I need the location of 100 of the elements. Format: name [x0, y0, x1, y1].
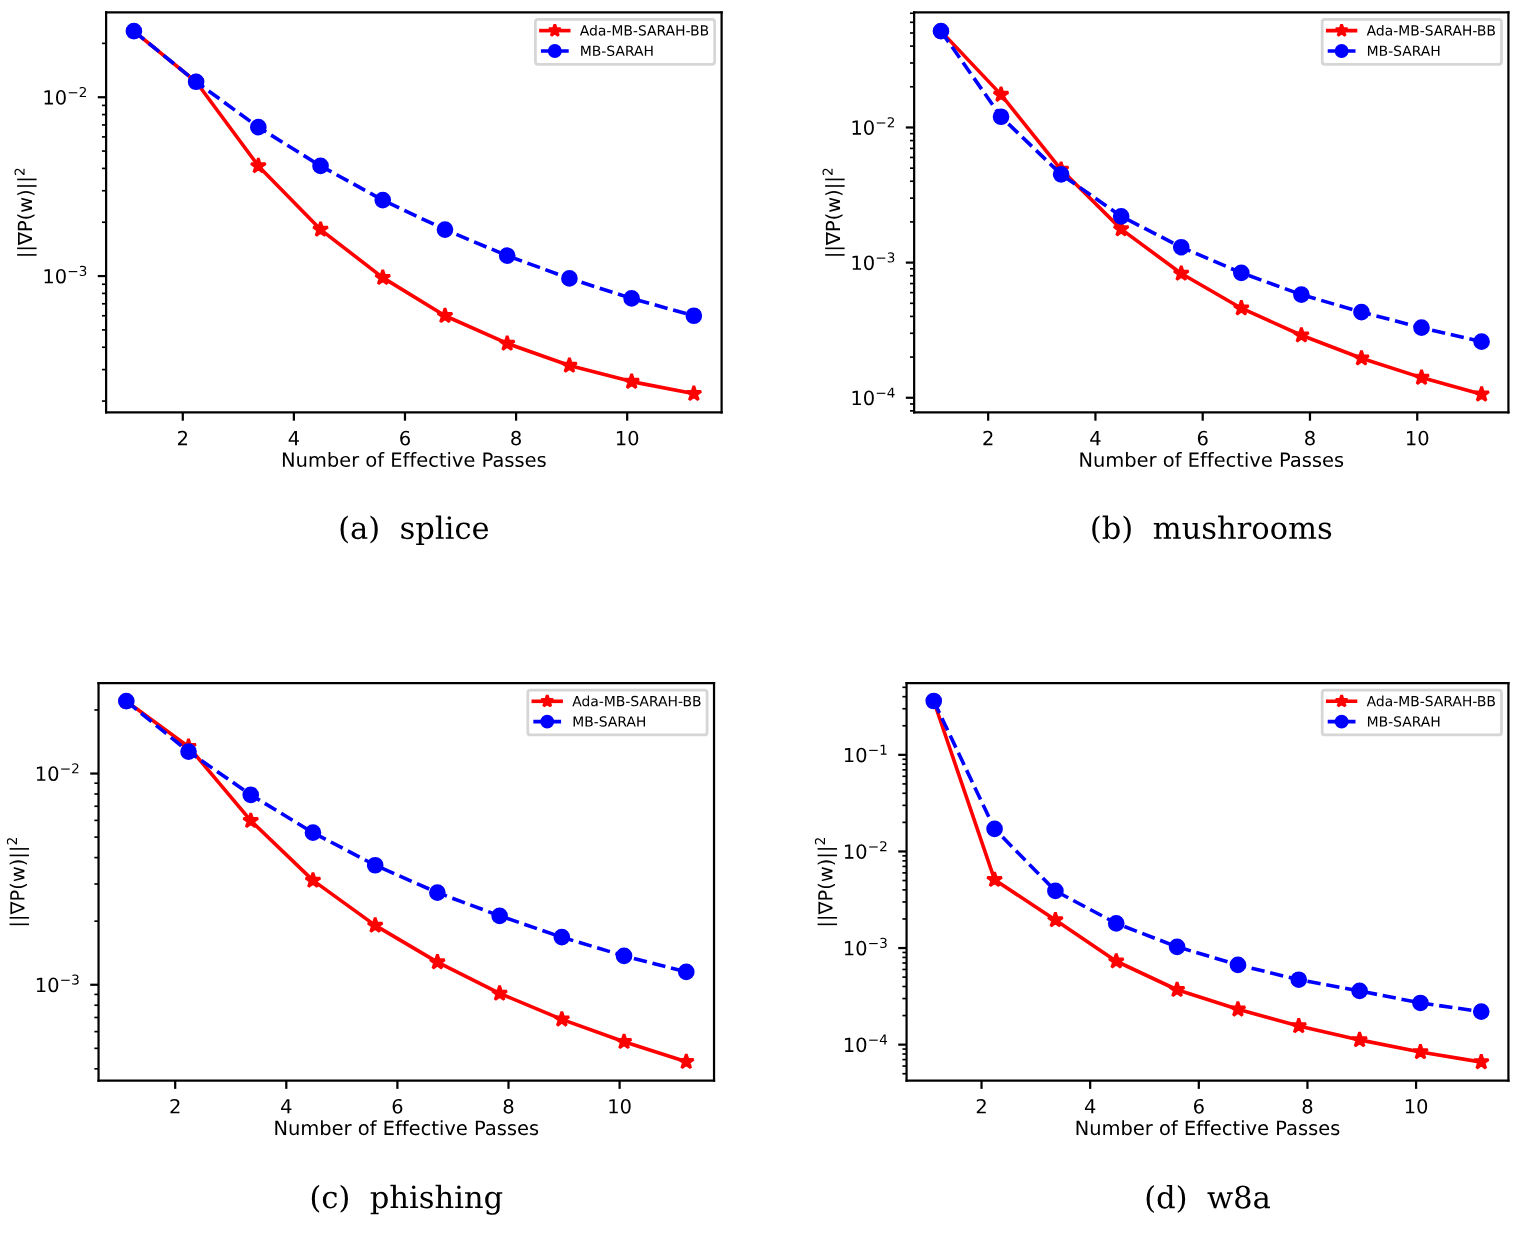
point	[1412, 368, 1431, 386]
x-axis-title: Number of Effective Passes	[275, 1120, 539, 1136]
text: (b) mushrooms	[1092, 515, 1332, 544]
point	[436, 306, 454, 324]
point	[1292, 326, 1311, 343]
x-tick-label: 6	[392, 1098, 403, 1114]
point	[561, 270, 578, 287]
point	[436, 221, 454, 238]
point	[685, 384, 703, 402]
point	[1107, 915, 1125, 932]
point	[242, 811, 260, 829]
point	[1232, 264, 1250, 282]
point	[1172, 238, 1190, 256]
text: (c) phishing	[311, 1184, 503, 1215]
point	[249, 156, 267, 174]
point	[498, 247, 516, 265]
point	[1293, 286, 1310, 303]
y-axis-title: ||∇P(w)||$^{2}$	[814, 838, 838, 926]
point	[304, 871, 322, 888]
point	[1473, 333, 1490, 351]
point	[1112, 208, 1130, 225]
y-axis-title: ||∇P(w)||$^{2}$	[6, 838, 29, 926]
point	[992, 85, 1010, 103]
point	[311, 220, 330, 238]
point	[677, 963, 695, 981]
point	[1290, 1016, 1308, 1034]
x-axis-title: Number of Effective Passes	[1076, 1120, 1340, 1136]
x-tick-label: 8	[511, 430, 521, 446]
x-tick-label: 4	[288, 431, 299, 446]
x-tick-label: 10	[1407, 430, 1429, 446]
point	[615, 947, 633, 965]
point	[623, 290, 640, 307]
point	[1353, 303, 1370, 321]
x-tick-label: 10	[616, 430, 639, 446]
y-axis-title: ||∇P(w)||$^{2}$	[822, 168, 845, 256]
point	[1168, 980, 1186, 998]
x-tick-label: 6	[400, 430, 410, 446]
y-axis-title: ||∇P(w)||$^{2}$	[14, 168, 37, 256]
point	[553, 928, 571, 946]
point	[249, 118, 267, 136]
point	[312, 157, 329, 175]
point	[685, 307, 703, 325]
x-tick-label: 2	[170, 1098, 180, 1114]
point	[677, 1052, 695, 1070]
point	[1411, 1042, 1430, 1060]
point	[1351, 982, 1368, 1000]
point	[366, 856, 384, 874]
text: (a) splice	[340, 515, 489, 546]
x-tick-label: 6	[1193, 1098, 1204, 1114]
point	[986, 820, 1003, 838]
point	[1472, 1003, 1490, 1020]
x-axis-title: Number of Effective Passes	[282, 452, 546, 468]
point	[491, 907, 508, 925]
x-axis-title: Number of Effective Passes	[1080, 452, 1344, 468]
point	[1232, 299, 1250, 316]
point	[1472, 1053, 1490, 1070]
point	[985, 870, 1004, 888]
point	[428, 953, 447, 970]
point	[1229, 956, 1247, 974]
point	[1413, 319, 1430, 337]
point	[242, 786, 260, 804]
point	[1412, 994, 1429, 1012]
point	[180, 743, 197, 760]
point	[1229, 1000, 1247, 1017]
point	[1172, 264, 1190, 282]
point	[490, 984, 509, 1001]
y-tick-label: 10$^{−4}$	[852, 387, 895, 406]
y-tick-label: 10$^{−4}$	[844, 1034, 888, 1053]
y-tick-label: 10$^{−2}$	[36, 763, 79, 782]
y-tick-label: 10$^{−3}$	[844, 937, 887, 956]
x-tick-label: 2	[178, 430, 188, 446]
x-tick-label: 6	[1197, 430, 1208, 446]
point	[553, 1010, 571, 1027]
x-tick-label: 4	[1090, 431, 1101, 446]
point	[429, 884, 446, 901]
point	[498, 334, 516, 352]
x-tick-label: 4	[1084, 1099, 1096, 1114]
x-tick-label: 8	[1305, 430, 1315, 446]
point	[374, 268, 392, 286]
x-tick-label: 2	[976, 1098, 986, 1114]
y-tick-label: 10$^{−2}$	[44, 86, 86, 105]
x-tick-label: 8	[1302, 1098, 1313, 1114]
x-tick-label: 10	[609, 1098, 631, 1114]
x-tick-label: 2	[983, 430, 993, 446]
x-tick-label: 4	[281, 1099, 292, 1114]
point	[1052, 166, 1070, 183]
point	[304, 824, 322, 841]
point	[1168, 938, 1186, 956]
point	[1350, 1030, 1369, 1048]
point	[1290, 971, 1308, 989]
point	[366, 916, 384, 933]
text: (d) w8a	[1146, 1184, 1270, 1213]
point	[1046, 911, 1065, 928]
y-tick-label: 10$^{−3}$	[852, 252, 895, 271]
point	[1352, 349, 1371, 366]
x-tick-label: 10	[1405, 1098, 1428, 1114]
point	[1472, 385, 1491, 402]
y-tick-label: 10$^{−3}$	[44, 265, 87, 284]
y-tick-label: 10$^{−3}$	[36, 974, 79, 993]
y-tick-label: 10$^{−1}$	[844, 744, 887, 763]
